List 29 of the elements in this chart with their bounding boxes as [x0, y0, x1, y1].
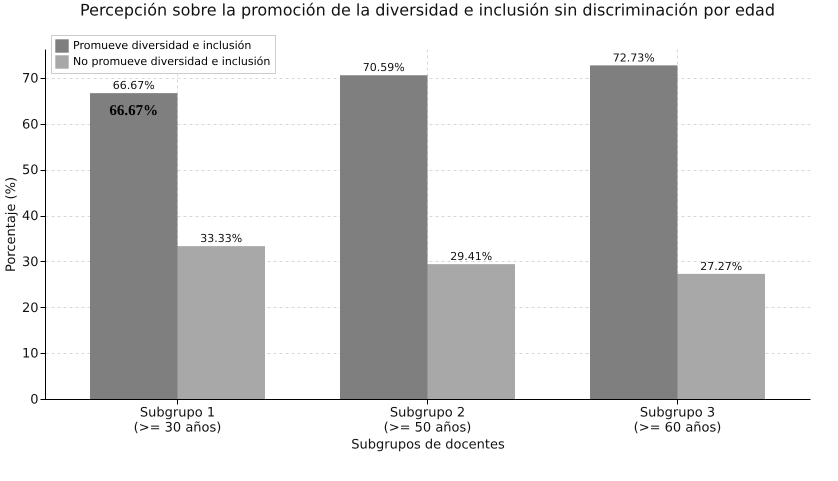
y-tick-label: 50	[22, 163, 38, 178]
y-tick-label: 40	[22, 209, 38, 224]
bar	[590, 65, 678, 399]
x-axis-title: Subgrupos de docentes	[351, 438, 505, 452]
data-label: 33.33%	[200, 232, 242, 246]
bar	[428, 264, 515, 399]
x-tick-label: Subgrupo 2 (>= 50 años)	[384, 406, 472, 436]
y-tick-label: 10	[22, 346, 38, 362]
bar	[90, 93, 178, 399]
legend-label: No promueve diversidad e inclusión	[73, 55, 270, 68]
x-tick-label: Subgrupo 3 (>= 60 años)	[634, 406, 722, 436]
data-label: 72.73%	[612, 51, 655, 64]
y-tick-label: 70	[22, 71, 38, 86]
bar	[178, 246, 265, 399]
chart-title: Percepción sobre la promoción de la diversidad e inclusión sin discriminación por edad	[80, 0, 775, 20]
bar	[678, 274, 765, 399]
y-tick-label: 0	[30, 392, 38, 408]
bar	[340, 75, 428, 399]
data-label: 29.41%	[450, 250, 492, 264]
legend-label: Promueve diversidad e inclusión	[73, 39, 252, 52]
y-axis-title: Porcentaje (%)	[4, 176, 19, 272]
y-tick-label: 60	[22, 117, 38, 132]
x-tick-label: Subgrupo 1 (>= 30 años)	[134, 406, 222, 436]
y-tick-label: 20	[22, 300, 38, 316]
data-label: 66.67%	[112, 79, 155, 92]
annotation: 66.67%	[109, 103, 158, 120]
data-label: 27.27%	[700, 260, 742, 273]
data-label: 70.59%	[362, 61, 405, 74]
y-tick-label: 30	[22, 254, 38, 270]
